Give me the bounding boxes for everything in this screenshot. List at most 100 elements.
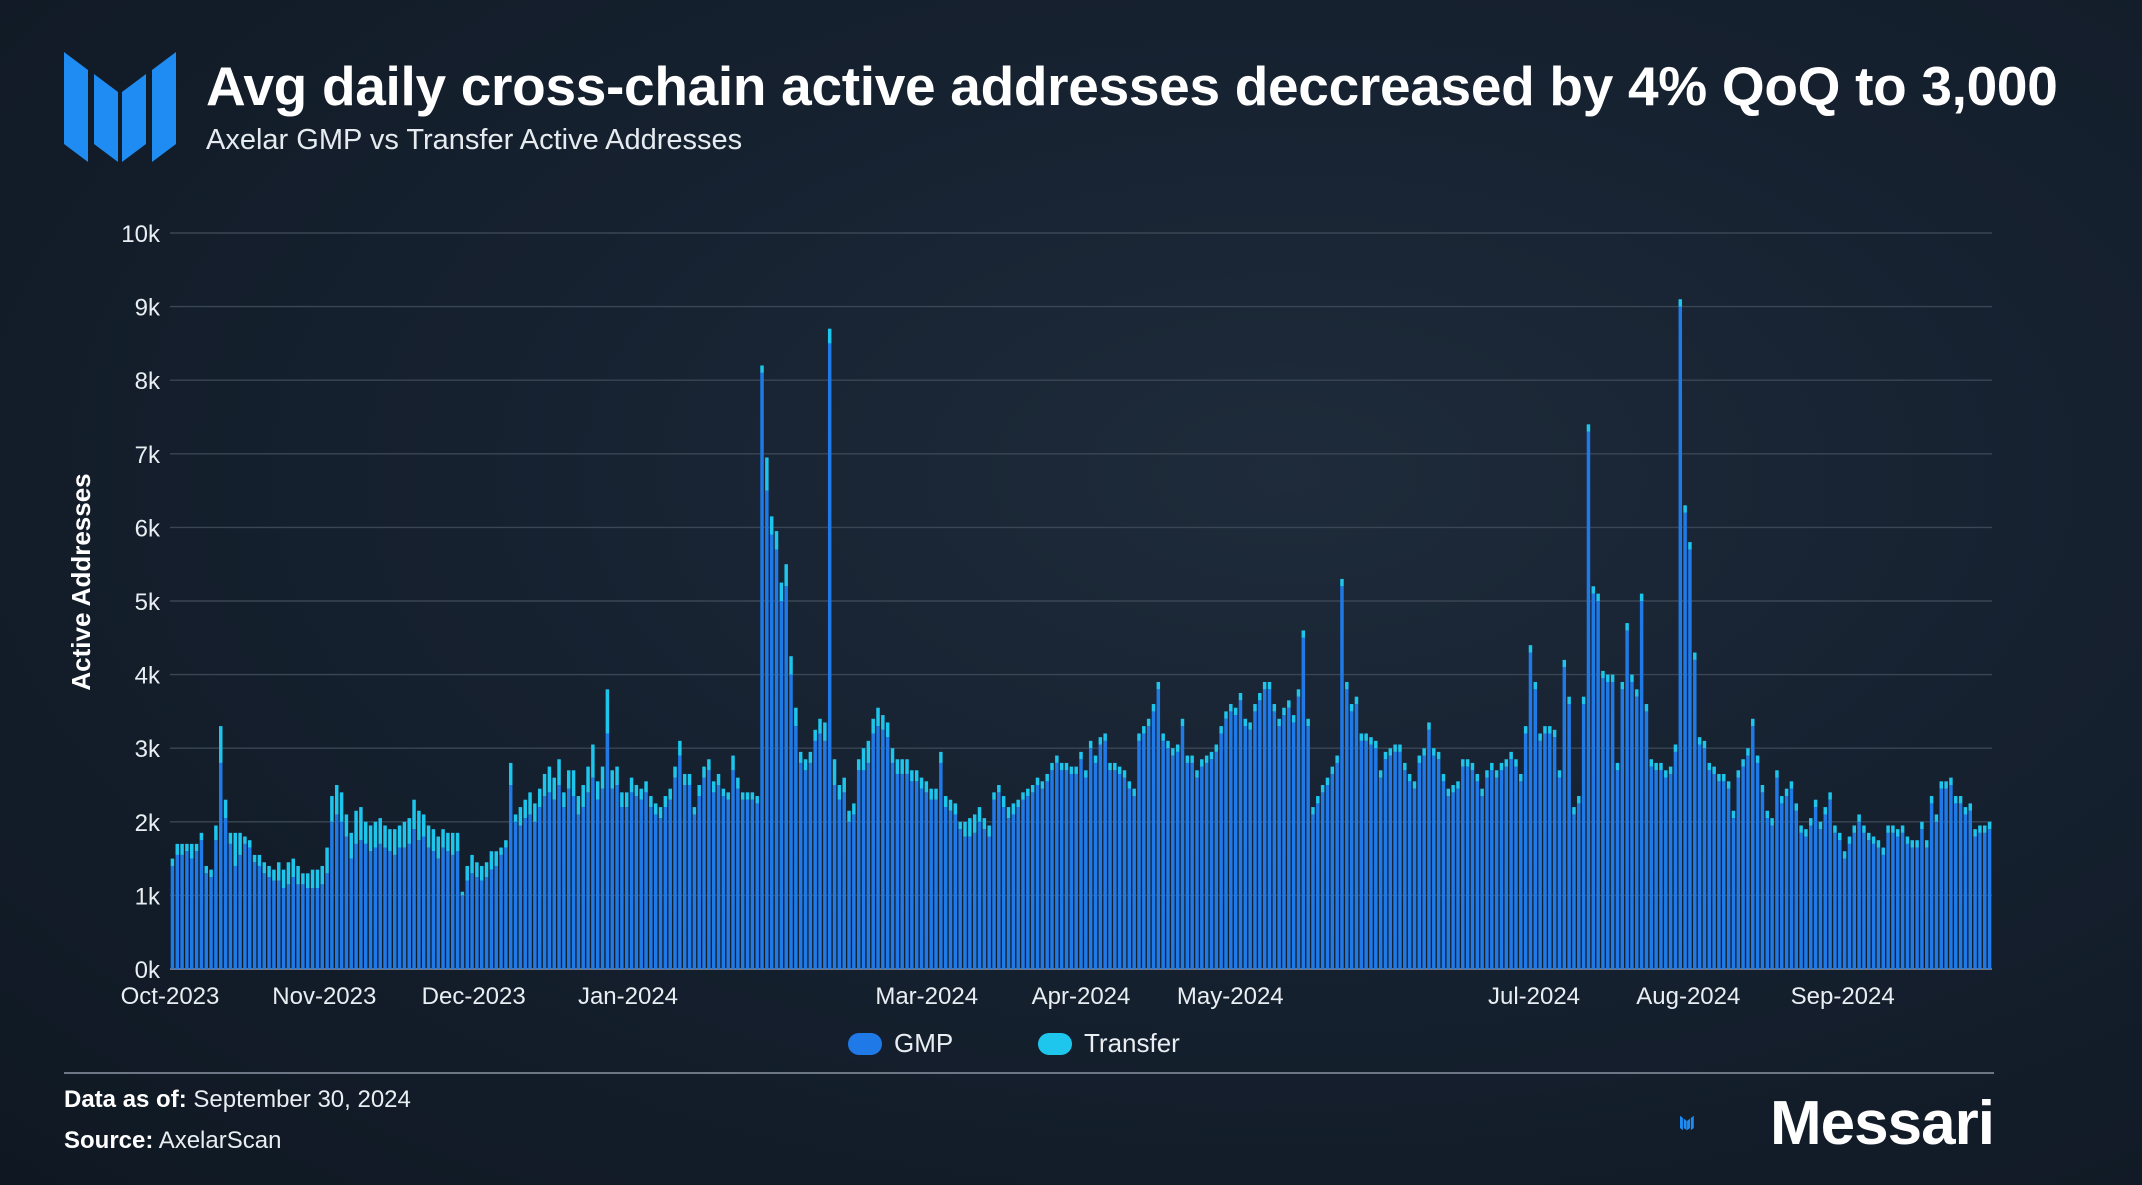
y-axis: 0k 1k 2k 3k 4k 5k 6k 7k 8k 9k 10k [121, 221, 161, 984]
bar-gmp [1765, 818, 1770, 969]
y-axis-label: Active Addresses [66, 473, 96, 690]
bar-gmp [1760, 792, 1765, 969]
bar-transfer [1422, 748, 1426, 756]
bar-gmp [929, 799, 933, 969]
bar-transfer [1026, 788, 1030, 797]
bar-transfer [1533, 681, 1538, 690]
bar-gmp [571, 796, 576, 969]
bar-transfer [1722, 773, 1726, 782]
bar-gmp [716, 785, 721, 969]
bar-gmp [1688, 549, 1692, 969]
bar-transfer [1939, 781, 1943, 789]
bar-transfer [1137, 733, 1141, 741]
bar-gmp [1494, 777, 1499, 969]
bar-transfer [760, 365, 764, 373]
bar-transfer [557, 759, 561, 785]
bar-gmp [325, 873, 329, 969]
bar-transfer [441, 829, 445, 848]
bar-transfer [1876, 840, 1881, 848]
bar-transfer [1929, 796, 1934, 804]
bar-gmp [542, 796, 547, 969]
bar-transfer [1253, 704, 1257, 712]
bar-gmp [1088, 748, 1093, 969]
bar-transfer [832, 759, 837, 785]
bar-gmp [1519, 781, 1523, 969]
bar-gmp [1944, 788, 1948, 969]
bar-gmp [223, 818, 228, 969]
bar-gmp [1335, 762, 1339, 969]
bar-transfer [470, 854, 474, 874]
bar-transfer [1412, 781, 1417, 789]
legend-item-transfer[interactable]: Transfer [1038, 1028, 1180, 1059]
bar-transfer [1649, 759, 1654, 767]
bar-gmp [1649, 766, 1654, 969]
bar-gmp [992, 799, 996, 969]
bar-transfer [571, 770, 576, 797]
bar-transfer [895, 759, 900, 774]
bar-gmp [1751, 726, 1755, 969]
bar-gmp [624, 807, 629, 969]
bar-transfer [1693, 652, 1697, 660]
bar-transfer [465, 865, 469, 881]
chart-subtitle: Axelar GMP vs Transfer Active Addresses [206, 124, 743, 156]
bar-gmp [562, 807, 566, 969]
bar-chart: 0k 1k 2k 3k 4k 5k 6k 7k 8k 9k 10k Oct-2023 Nov-2023… [66, 221, 1992, 1010]
bar-gmp [1412, 788, 1417, 969]
bar-transfer [914, 770, 919, 782]
bar-gmp [1204, 762, 1209, 969]
bar-transfer [1944, 781, 1948, 789]
legend-item-gmp[interactable]: GMP [848, 1028, 953, 1059]
bar-gmp [1113, 770, 1117, 969]
bar-gmp [378, 843, 382, 969]
bar-transfer [1296, 689, 1301, 697]
bar-gmp [668, 799, 672, 969]
bar-gmp [1108, 770, 1112, 969]
bar-gmp [1838, 840, 1842, 969]
bar-transfer [1093, 755, 1098, 763]
bar-transfer [750, 792, 755, 800]
bar-transfer [624, 792, 629, 808]
bar-transfer [774, 531, 779, 550]
bar-transfer [1896, 829, 1900, 837]
bar-transfer [1920, 821, 1924, 830]
bar-transfer [711, 781, 716, 793]
bar-gmp [460, 895, 465, 969]
bar-transfer [1021, 792, 1025, 800]
bar-transfer [586, 766, 590, 793]
bar-gmp [1301, 637, 1306, 969]
bar-transfer [803, 759, 808, 771]
bar-transfer [649, 796, 653, 808]
bar-transfer [939, 751, 943, 763]
bar-transfer [1712, 766, 1716, 774]
bar-transfer [794, 707, 798, 727]
bar-transfer [1113, 762, 1117, 771]
bar-transfer [392, 829, 397, 855]
bar-transfer [1011, 803, 1016, 815]
bar-transfer [784, 564, 788, 587]
bar-gmp [914, 781, 919, 969]
bar-transfer [682, 773, 687, 785]
bar-gmp [1417, 762, 1422, 969]
bar-gmp [1006, 818, 1011, 969]
bar-gmp [489, 869, 494, 969]
bar-transfer [726, 792, 730, 800]
y-tick-label: 3k [135, 736, 161, 763]
bar-gmp [1480, 796, 1484, 969]
bar-transfer [591, 744, 595, 778]
bar-gmp [682, 785, 687, 969]
x-tick-label: Sep-2024 [1791, 983, 1895, 1010]
bar-gmp [441, 847, 445, 969]
bar-transfer [1688, 542, 1692, 550]
bar-transfer [1581, 696, 1586, 705]
bar-gmp [1325, 785, 1330, 969]
x-tick-label: Oct-2023 [121, 983, 220, 1010]
bar-gmp [426, 847, 431, 969]
bar-gmp [658, 818, 663, 969]
bar-transfer [1451, 785, 1455, 793]
bar-transfer [1050, 762, 1054, 771]
bar-transfer [291, 858, 295, 877]
bar-gmp [726, 799, 730, 969]
bar-gmp [1847, 843, 1852, 969]
bar-transfer [1103, 733, 1107, 741]
bar-transfer [755, 796, 759, 804]
